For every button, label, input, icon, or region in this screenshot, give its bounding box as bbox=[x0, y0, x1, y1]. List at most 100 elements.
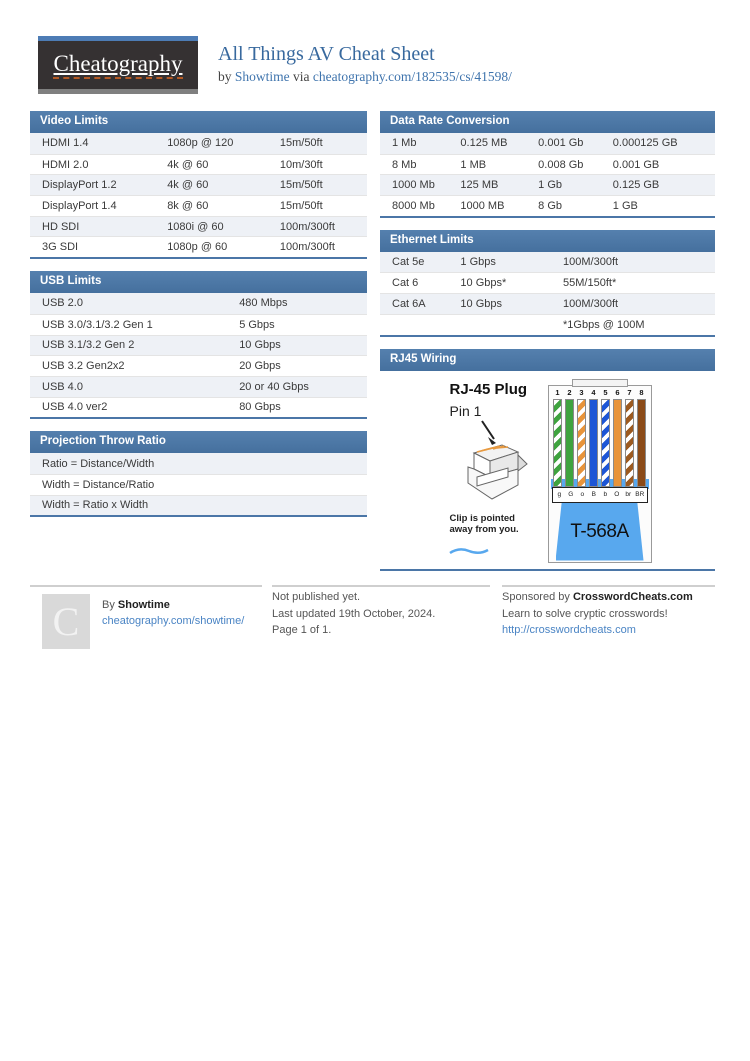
table-row: Cat 6 10 Gbps* 55M/150ft* bbox=[380, 272, 715, 294]
table-cell: 0.125 GB bbox=[612, 179, 660, 192]
table-cell: 8k @ 60 bbox=[167, 199, 209, 212]
table-cell: 15m/50ft bbox=[279, 179, 323, 192]
table-cell: 15m/50ft bbox=[279, 137, 323, 150]
section-header-usb-limits: USB Limits bbox=[30, 271, 367, 294]
table-cell: 8 Mb bbox=[392, 158, 417, 171]
rj45-wiring-figure: RJ-45 Plug Pin 1 bbox=[380, 370, 715, 569]
section-data-rate-conversion: Data Rate Conversion 1 Mb 0.125 MB 0.001 G… bbox=[380, 111, 715, 218]
wire-number: 5 bbox=[603, 387, 608, 397]
sponsor-tagline: Learn to solve cryptic crosswords! bbox=[502, 607, 668, 620]
byline-prefix: by bbox=[218, 69, 232, 84]
table-row: USB 3.2 Gen2x2 20 Gbps bbox=[30, 355, 367, 376]
page-count: Page 1 of 1. bbox=[272, 624, 332, 636]
wire-bar bbox=[637, 398, 646, 487]
author-link[interactable]: Showtime bbox=[234, 69, 290, 84]
table-cell: 0.125 MB bbox=[460, 137, 508, 150]
table-cell: DisplayPort 1.2 bbox=[42, 179, 117, 192]
table-cell: 1 MB bbox=[460, 158, 487, 171]
table-cell: 100m/300ft bbox=[279, 220, 335, 233]
table-cell: USB 4.0 ver2 bbox=[42, 401, 108, 414]
section-header-projection-throw-ratio: Projection Throw Ratio bbox=[30, 431, 367, 454]
author-avatar[interactable]: C bbox=[42, 594, 90, 649]
table-cell: HDMI 2.0 bbox=[42, 158, 89, 171]
section-rj45-wiring: RJ45 Wiring RJ-45 Plug Pin 1 bbox=[380, 348, 715, 571]
table-cell: 1 Mb bbox=[392, 137, 417, 150]
wire-label: b bbox=[603, 491, 608, 498]
wire-number: 7 bbox=[627, 387, 632, 397]
section-header-video-limits: Video Limits bbox=[30, 111, 367, 133]
table-cell: Width = Distance/Ratio bbox=[42, 478, 155, 491]
table-cell: 10 Gbps bbox=[460, 297, 502, 310]
table-cell: 10 Gbps bbox=[239, 339, 281, 352]
table-cell: HDMI 1.4 bbox=[42, 137, 89, 150]
pin1-label: Pin 1 bbox=[449, 402, 482, 419]
rj45-plug-title: RJ-45 Plug bbox=[449, 380, 528, 398]
projection-throw-ratio-table: Ratio = Distance/Width Width = Distance/R… bbox=[30, 453, 367, 516]
table-row: 1 Mb 0.125 MB 0.001 Gb 0.000125 GB bbox=[380, 133, 715, 154]
table-cell: 4k @ 60 bbox=[167, 179, 209, 192]
table-cell: 125 MB bbox=[460, 179, 499, 192]
table-row: USB 2.0 480 Mbps bbox=[30, 293, 367, 314]
wire-label: G bbox=[568, 491, 574, 498]
table-cell: 8000 Mb bbox=[392, 199, 435, 212]
table-cell: 4k @ 60 bbox=[167, 158, 209, 171]
table-row: HDMI 1.4 1080p @ 120 15m/50ft bbox=[30, 133, 367, 154]
last-updated: Last updated 19th October, 2024. bbox=[272, 607, 436, 620]
table-cell: 3G SDI bbox=[42, 241, 79, 254]
connector-clip-tab bbox=[571, 378, 628, 387]
wire-number: 6 bbox=[615, 387, 620, 397]
table-cell: 5 Gbps bbox=[239, 318, 275, 331]
clip-note: Clip is pointed away from you. bbox=[449, 512, 519, 536]
wire-number: 3 bbox=[579, 387, 584, 397]
table-row: DisplayPort 1.4 8k @ 60 15m/50ft bbox=[30, 195, 367, 216]
footer-by-line: By Showtime bbox=[102, 599, 170, 611]
table-cell: 1 Gbps bbox=[460, 256, 496, 269]
table-row: DisplayPort 1.2 4k @ 60 15m/50ft bbox=[30, 174, 367, 196]
table-cell: USB 4.0 bbox=[42, 380, 83, 393]
header-title-block: All Things AV Cheat Sheet by Showtime vi… bbox=[218, 42, 512, 85]
cheatography-logo[interactable]: Cheatography bbox=[38, 36, 198, 94]
table-row: 8 Mb 1 MB 0.008 Gb 0.001 GB bbox=[380, 153, 715, 175]
footer-status-block: Not published yet. Last updated 19th Oct… bbox=[272, 585, 490, 637]
section-header-ethernet-limits: Ethernet Limits bbox=[380, 229, 715, 252]
section-ethernet-limits: Ethernet Limits Cat 5e 1 Gbps 100M/300ft Ca… bbox=[380, 229, 715, 337]
table-cell: 0.001 GB bbox=[612, 158, 660, 171]
logo-wordmark: Cheatography bbox=[53, 51, 183, 80]
table-cell: 0.001 Gb bbox=[538, 137, 584, 150]
table-cell: 0.008 Gb bbox=[538, 158, 584, 171]
table-cell: USB 3.2 Gen2x2 bbox=[42, 360, 125, 373]
table-cell: Width = Ratio x Width bbox=[42, 499, 149, 512]
wire-bar bbox=[589, 398, 598, 487]
wire-bar bbox=[553, 398, 562, 487]
sponsor-name: CrosswordCheats.com bbox=[572, 591, 693, 603]
wire-label: O bbox=[614, 491, 620, 498]
table-cell: USB 3.1/3.2 Gen 2 bbox=[42, 339, 135, 352]
sheet-url-link[interactable]: cheatography.com/182535/cs/41598/ bbox=[312, 69, 512, 84]
left-column: Video Limits HDMI 1.4 1080p @ 120 15m/50ft… bbox=[30, 111, 367, 529]
table-cell: 20 Gbps bbox=[239, 360, 281, 373]
table-cell: DisplayPort 1.4 bbox=[42, 199, 117, 212]
table-row: USB 4.0 ver2 80 Gbps bbox=[30, 396, 367, 418]
footer-author-block: C By Showtime cheatography.com/showtime/ bbox=[30, 585, 262, 649]
table-cell: 1080i @ 60 bbox=[167, 220, 224, 233]
logo-bottom-bar bbox=[38, 89, 198, 94]
table-row: HD SDI 1080i @ 60 100m/300ft bbox=[30, 215, 367, 237]
wire-number: 2 bbox=[567, 387, 572, 397]
table-cell: USB 3.0/3.1/3.2 Gen 1 bbox=[42, 318, 153, 331]
connector-body: T-568A bbox=[555, 502, 644, 561]
avatar-letter: C bbox=[52, 599, 80, 644]
table-cell: 10m/30ft bbox=[279, 158, 323, 171]
section-video-limits: Video Limits HDMI 1.4 1080p @ 120 15m/50ft… bbox=[30, 111, 367, 260]
footer-author-link[interactable]: cheatography.com/showtime/ bbox=[102, 615, 245, 627]
table-cell: 10 Gbps* bbox=[460, 277, 507, 290]
table-row: Ratio = Distance/Width bbox=[30, 453, 367, 474]
footer-author-text: By Showtime cheatography.com/showtime/ bbox=[102, 587, 262, 627]
table-cell: 55M/150ft* bbox=[563, 277, 617, 290]
wire-number: 8 bbox=[639, 387, 644, 397]
table-row: USB 3.1/3.2 Gen 2 10 Gbps bbox=[30, 334, 367, 356]
sponsor-link[interactable]: http://crosswordcheats.com bbox=[502, 624, 636, 636]
wire-label: g bbox=[557, 491, 562, 498]
table-cell: *1Gbps @ 100M bbox=[563, 318, 645, 331]
